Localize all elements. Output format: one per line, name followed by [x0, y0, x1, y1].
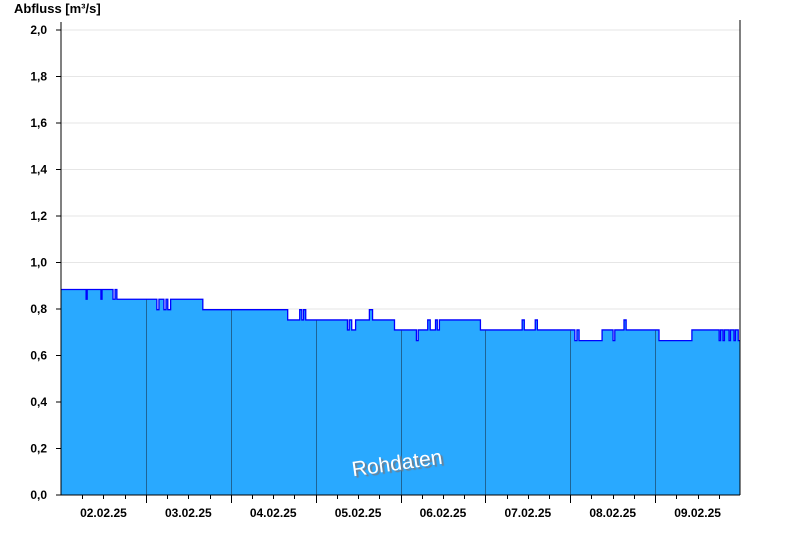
y-tick-label: 1,8 — [30, 70, 47, 84]
x-tick-label: 09.02.25 — [674, 506, 721, 520]
x-tick-label: 06.02.25 — [420, 506, 467, 520]
x-tick-label: 07.02.25 — [504, 506, 551, 520]
x-tick-label: 04.02.25 — [250, 506, 297, 520]
x-tick-label: 05.02.25 — [335, 506, 382, 520]
y-tick-label: 0,2 — [30, 442, 47, 456]
axes: 0,0 0,2 0,4 0,6 0,8 1,0 1,2 1,4 1,6 1,8 2,0 02.02.2… — [30, 20, 741, 520]
y-tick-label: 2,0 — [30, 23, 47, 37]
y-tick-label: 1,6 — [30, 116, 47, 130]
x-tick-label: 02.02.25 — [80, 506, 127, 520]
y-tick-label: 0,0 — [30, 488, 47, 502]
plot-area — [61, 288, 740, 495]
y-tick-label: 1,2 — [30, 209, 47, 223]
series-line — [61, 288, 740, 342]
y-axis-title: Abfluss [m³/s] — [14, 1, 101, 16]
y-tick-label: 0,8 — [30, 302, 47, 316]
y-tick-label: 0,6 — [30, 349, 47, 363]
y-tick-label: 1,4 — [30, 163, 47, 177]
y-tick-label: 1,0 — [30, 256, 47, 270]
x-tick-label: 03.02.25 — [165, 506, 212, 520]
x-tick-label: 08.02.25 — [589, 506, 636, 520]
y-tick-label: 0,4 — [30, 395, 47, 409]
